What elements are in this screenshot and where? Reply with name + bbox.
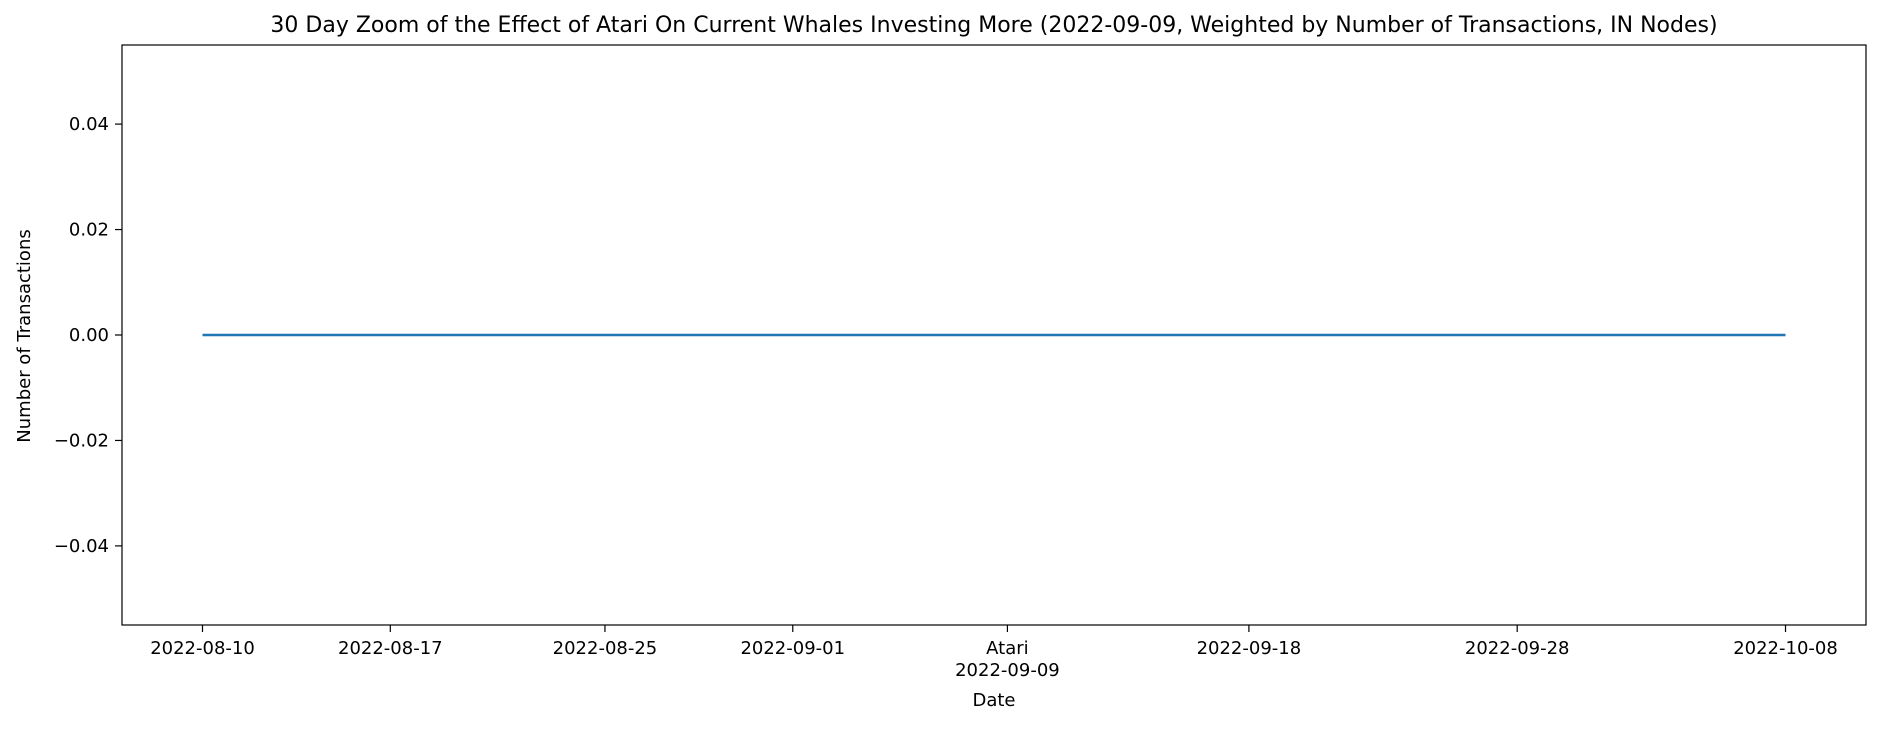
x-tick-label: 2022-08-25: [553, 638, 658, 659]
y-tick-label: 0.00: [69, 325, 109, 346]
x-tick-label: 2022-08-10: [150, 638, 255, 659]
annotation-layer: Atari: [986, 638, 1029, 659]
x-axis-label: Date: [972, 690, 1015, 711]
y-tick-label: −0.04: [54, 536, 109, 557]
x-tick-label: 2022-08-17: [338, 638, 443, 659]
chart-title: 30 Day Zoom of the Effect of Atari On Cu…: [270, 13, 1717, 38]
x-tick-label: 2022-09-18: [1197, 638, 1302, 659]
y-tick-label: −0.02: [54, 430, 109, 451]
y-axis-label: Number of Transactions: [14, 229, 35, 442]
x-axis: 2022-08-10 2022-08-17 2022-08-25 2022-09-01…: [150, 625, 1838, 681]
x-tick-label: 2022-09-09: [955, 660, 1060, 681]
x-tick-label: 2022-09-01: [740, 638, 845, 659]
y-tick-label: 0.04: [69, 114, 109, 135]
y-tick-label: 0.02: [69, 220, 109, 241]
x-tick-label: 2022-10-08: [1733, 638, 1838, 659]
y-axis: 0.04 0.02 0.00 −0.02 −0.04: [54, 114, 122, 557]
x-tick-label: 2022-09-28: [1465, 638, 1570, 659]
event-annotation-label: Atari: [986, 638, 1029, 659]
